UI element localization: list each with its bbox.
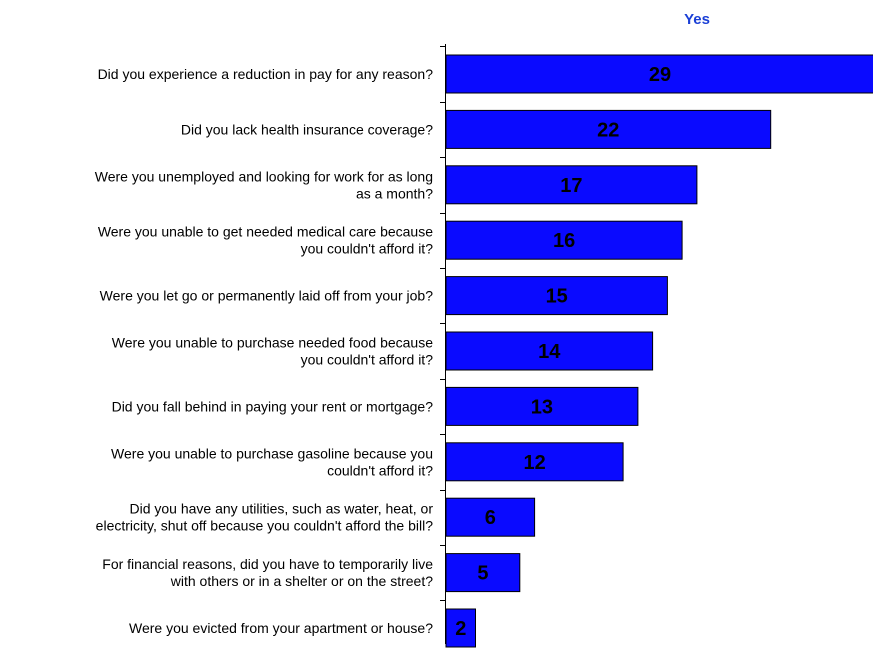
data-label: 13 bbox=[531, 396, 553, 418]
data-label: 22 bbox=[597, 119, 619, 141]
category-label: Did you have any utilities, such as wate… bbox=[130, 501, 434, 517]
bar bbox=[445, 165, 698, 205]
category-label: Did you fall behind in paying your rent … bbox=[112, 398, 434, 414]
bar bbox=[445, 553, 521, 593]
data-label: 6 bbox=[485, 507, 496, 529]
chart-marks: 29 Did you experience a reduction in pay … bbox=[95, 46, 873, 648]
category-label: Were you evicted from your apartment or … bbox=[129, 620, 433, 636]
category-label: Were you unable to purchase gasoline bec… bbox=[111, 445, 433, 461]
data-label: 17 bbox=[560, 175, 582, 197]
bar bbox=[445, 109, 772, 149]
bar bbox=[445, 386, 639, 426]
category-label: you couldn't afford it? bbox=[301, 352, 434, 368]
category-label: For financial reasons, did you have to t… bbox=[102, 556, 433, 572]
bar bbox=[445, 608, 476, 648]
data-label: 14 bbox=[538, 341, 561, 363]
category-label: with others or in a shelter or on the st… bbox=[170, 573, 433, 589]
bar bbox=[445, 276, 668, 316]
bar bbox=[445, 54, 873, 94]
bar bbox=[445, 220, 683, 260]
data-label: 12 bbox=[523, 452, 545, 474]
data-label: 5 bbox=[477, 563, 488, 585]
category-label: Did you experience a reduction in pay fo… bbox=[98, 66, 434, 82]
category-label: electricity, shut off because you couldn… bbox=[96, 518, 434, 534]
category-label: Were you unable to get needed medical ca… bbox=[98, 224, 433, 240]
bar bbox=[445, 442, 624, 482]
category-label: Were you unemployed and looking for work… bbox=[95, 168, 433, 184]
category-label: you couldn't afford it? bbox=[301, 241, 434, 257]
category-label: Were you let go or permanently laid off … bbox=[100, 288, 434, 304]
category-label: couldn't afford it? bbox=[327, 462, 433, 478]
data-label: 15 bbox=[546, 286, 568, 308]
category-label: as a month? bbox=[356, 185, 433, 201]
series-label-yes: Yes bbox=[684, 11, 710, 28]
bar bbox=[445, 497, 536, 537]
data-label: 2 bbox=[455, 618, 466, 640]
category-label: Were you unable to purchase needed food … bbox=[112, 335, 433, 351]
data-label: 29 bbox=[649, 64, 671, 86]
bar bbox=[445, 331, 654, 371]
data-label: 16 bbox=[553, 230, 575, 252]
category-label: Did you lack health insurance coverage? bbox=[181, 121, 433, 137]
